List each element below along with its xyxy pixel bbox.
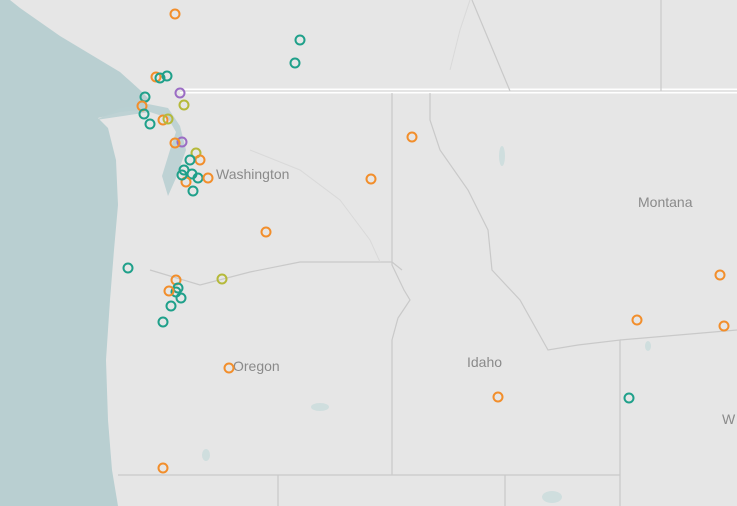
map-marker-teal[interactable]	[184, 154, 196, 166]
map-marker-teal[interactable]	[187, 185, 199, 197]
map-marker-orange[interactable]	[365, 173, 377, 185]
markers-layer	[122, 8, 730, 474]
lake-3	[542, 491, 562, 503]
state-borders	[118, 0, 737, 506]
lake-5	[645, 341, 651, 351]
map-marker-teal[interactable]	[175, 292, 187, 304]
map-marker-orange[interactable]	[714, 269, 726, 281]
map-marker-orange[interactable]	[157, 462, 169, 474]
map-marker-orange[interactable]	[202, 172, 214, 184]
map-marker-purple[interactable]	[174, 87, 186, 99]
map-marker-teal[interactable]	[623, 392, 635, 404]
map-marker-teal[interactable]	[294, 34, 306, 46]
map-marker-purple[interactable]	[176, 136, 188, 148]
map-marker-orange[interactable]	[718, 320, 730, 332]
label-washington: Washington	[216, 166, 289, 182]
label-edge-partial: W	[722, 411, 736, 427]
pacific-ocean	[0, 0, 150, 506]
map-marker-orange[interactable]	[169, 8, 181, 20]
map-marker-orange[interactable]	[492, 391, 504, 403]
lake-4	[202, 449, 210, 461]
map-marker-orange[interactable]	[406, 131, 418, 143]
map-marker-orange[interactable]	[223, 362, 235, 374]
map-marker-teal[interactable]	[154, 72, 166, 84]
map-marker-teal[interactable]	[138, 108, 150, 120]
map-marker-teal[interactable]	[157, 316, 169, 328]
strait-juan-de-fuca	[96, 104, 186, 196]
label-oregon: Oregon	[233, 358, 280, 374]
map-marker-olive[interactable]	[162, 113, 174, 125]
map-marker-orange[interactable]	[260, 226, 272, 238]
map-marker-teal[interactable]	[176, 169, 188, 181]
map-marker-orange[interactable]	[163, 285, 175, 297]
map-marker-orange[interactable]	[169, 137, 181, 149]
map-marker-teal[interactable]	[165, 300, 177, 312]
lake-2	[311, 403, 329, 411]
map-marker-orange[interactable]	[157, 114, 169, 126]
map-marker-teal[interactable]	[289, 57, 301, 69]
rivers	[249, 0, 471, 263]
map-marker-olive[interactable]	[178, 99, 190, 111]
map-marker-orange[interactable]	[631, 314, 643, 326]
map-marker-olive[interactable]	[216, 273, 228, 285]
label-montana: Montana	[638, 194, 693, 210]
map-marker-teal[interactable]	[144, 118, 156, 130]
lake-1	[499, 146, 505, 166]
map-marker-teal[interactable]	[161, 70, 173, 82]
label-idaho: Idaho	[467, 354, 502, 370]
map-marker-teal[interactable]	[122, 262, 134, 274]
